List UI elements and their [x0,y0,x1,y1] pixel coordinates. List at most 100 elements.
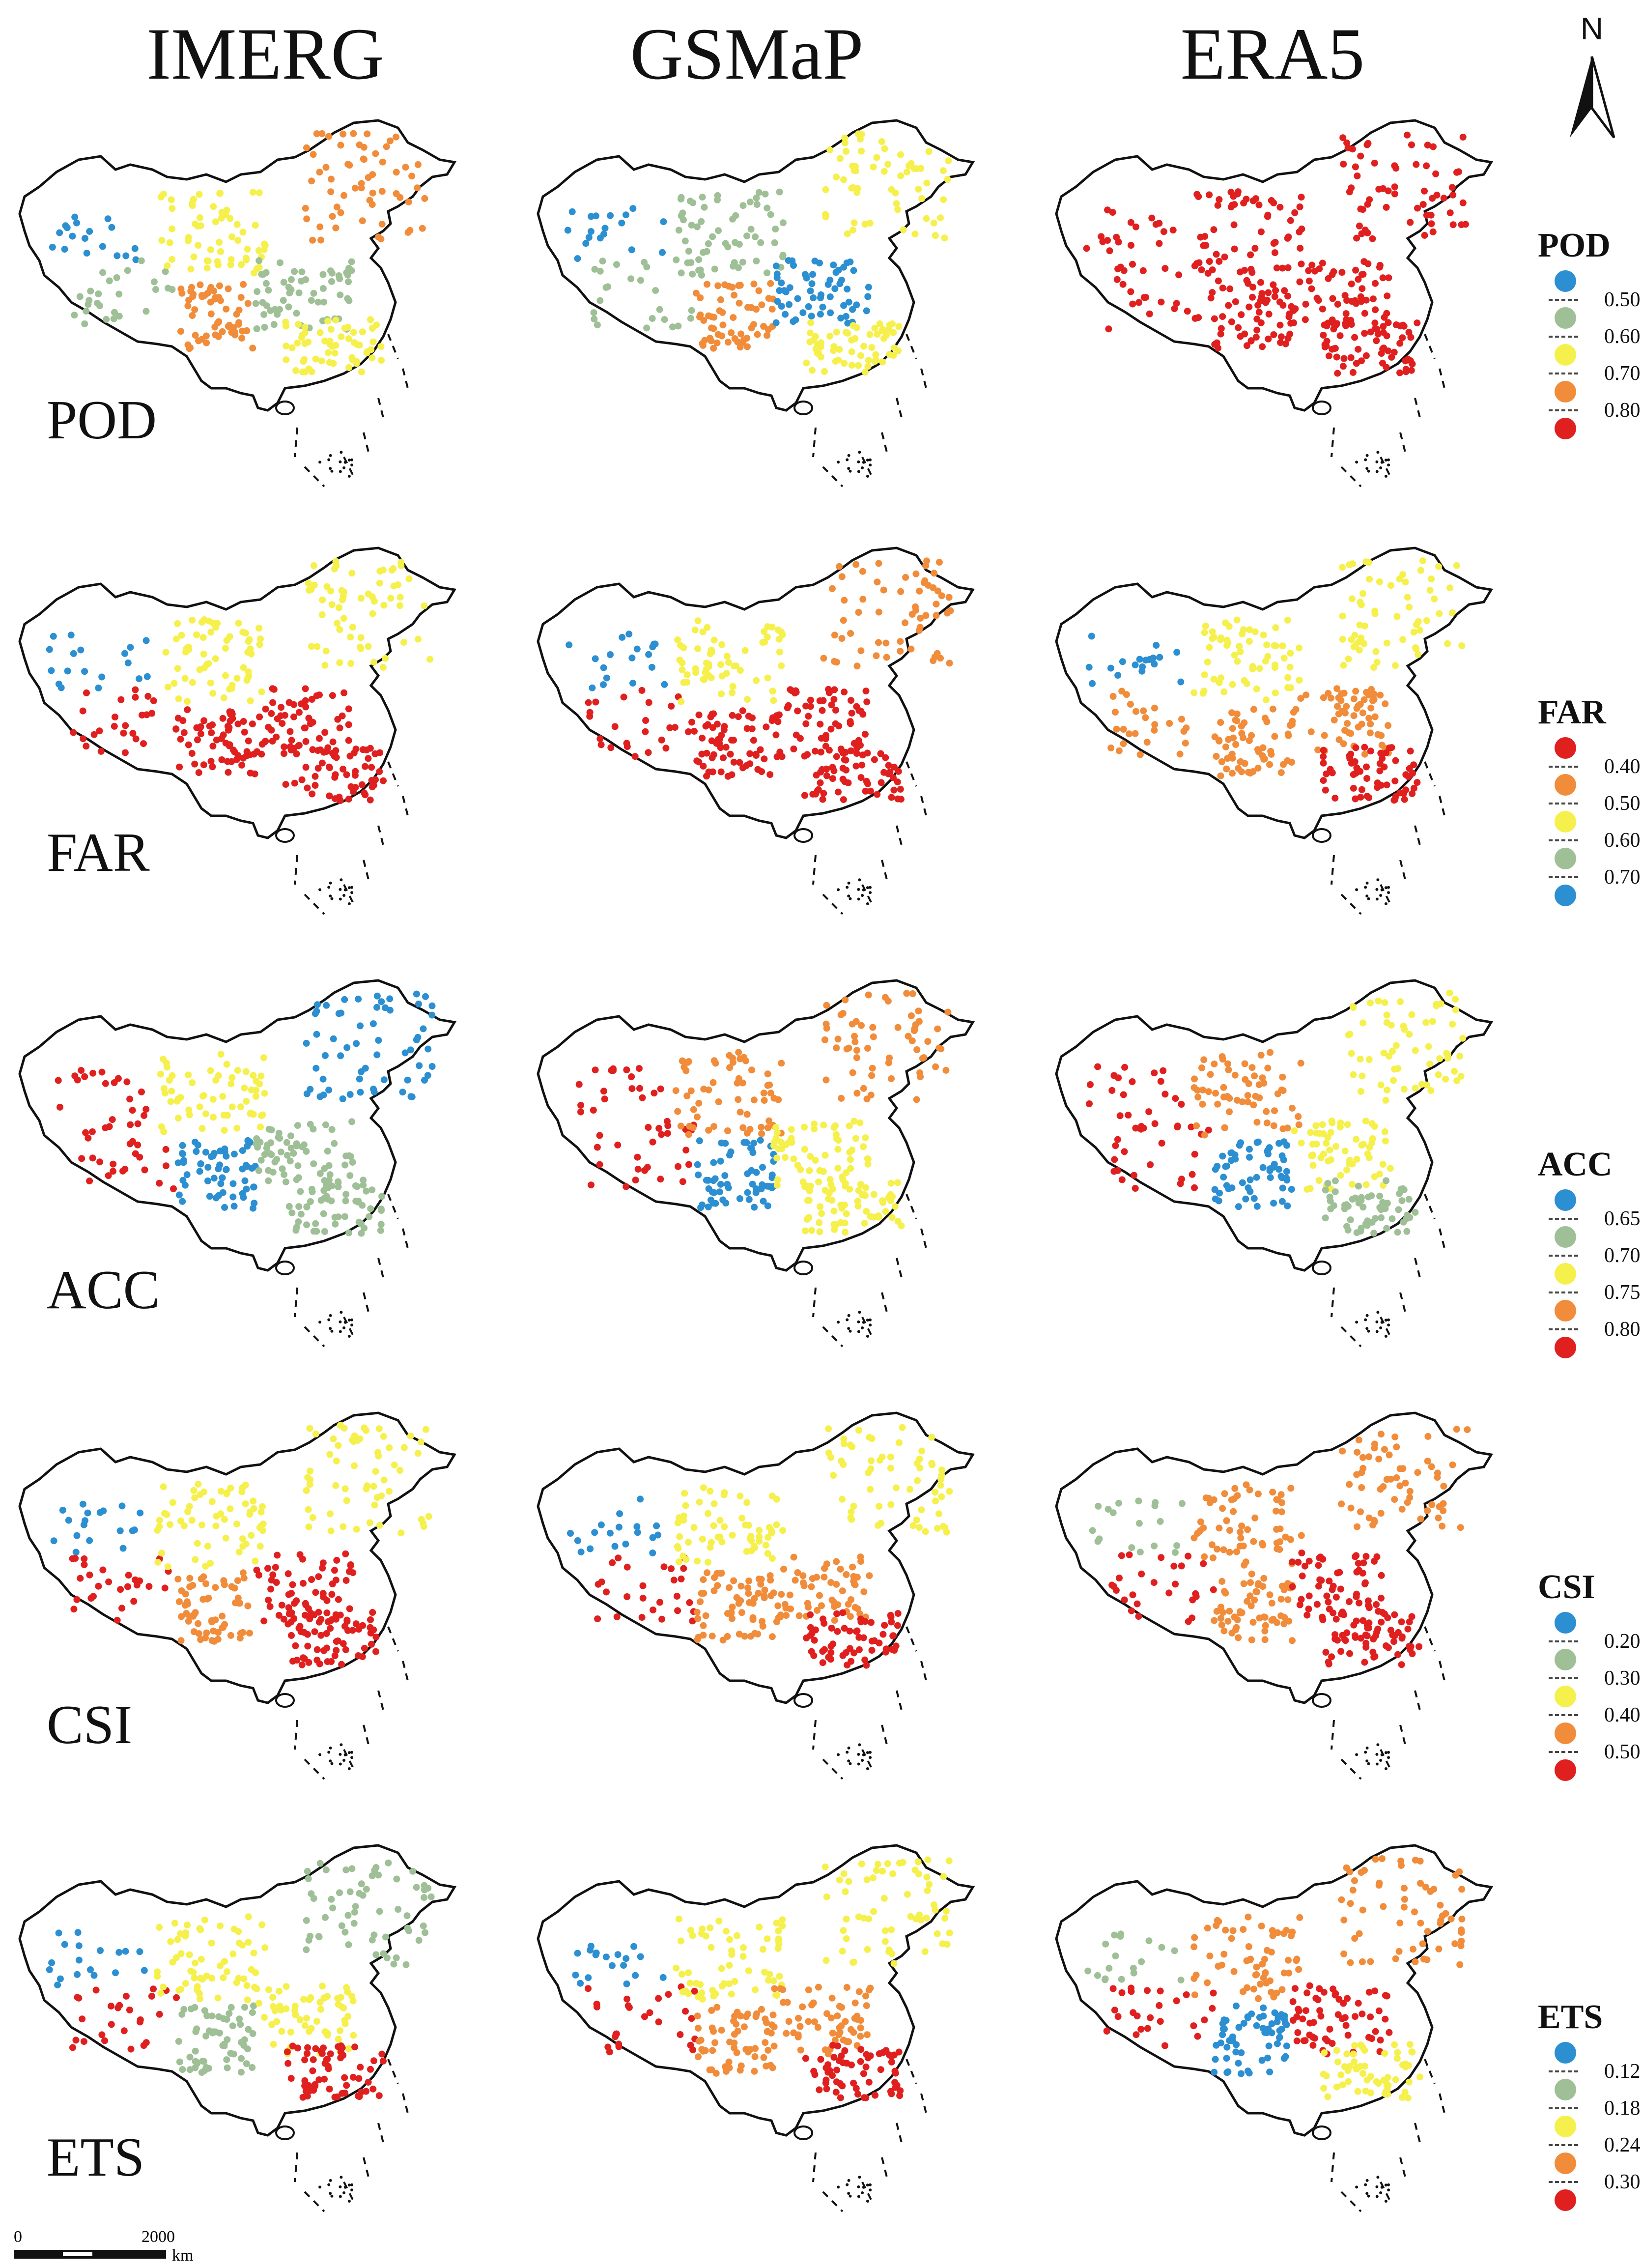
station-dot [198,1522,205,1528]
island [849,470,852,473]
station-dot [1347,317,1354,324]
station-dot [700,1632,707,1638]
station-dot [82,1129,89,1136]
station-dot [244,1996,251,2003]
station-dot [793,688,799,694]
station-dot [334,620,340,627]
station-dot [1156,220,1162,227]
station-dot [770,1589,777,1596]
station-dot [341,996,348,1003]
station-dot [332,795,339,802]
station-dot [1302,301,1309,308]
station-dot [684,259,691,266]
station-dot [1225,302,1232,309]
station-dot [808,1583,815,1590]
station-dot [1342,710,1349,717]
island [857,2195,860,2198]
station-dot [376,568,383,574]
station-dot [1349,560,1356,567]
station-dot [868,344,875,351]
station-dot [1381,1050,1387,1057]
station-dot [1138,668,1145,675]
station-dot [1272,249,1278,256]
station-dot [1387,582,1394,589]
station-dot [341,1213,348,1220]
station-dot [132,1150,139,1157]
station-dot [857,352,864,359]
station-dot [1361,310,1368,317]
station-dot [197,282,204,288]
station-dot [831,632,838,638]
station-dot [381,1076,388,1083]
station-dot [307,1198,314,1205]
station-dot [314,1001,321,1008]
station-dot [253,1078,260,1085]
station-dot [790,746,797,752]
station-dot [1287,217,1294,224]
station-dot [1346,1160,1353,1167]
station-dot [618,220,625,227]
station-dot [1244,1598,1250,1605]
station-dot [758,1124,764,1131]
station-dot [189,1517,196,1524]
station-dot [1343,310,1350,317]
station-dot [70,650,77,657]
station-dot [365,755,371,762]
station-dot [888,1180,895,1187]
station-dot [765,295,772,302]
station-dot [767,1090,774,1096]
station-dot [263,1145,270,1151]
station-dot [1328,695,1334,702]
station-dot [415,636,422,643]
station-dot [335,1442,341,1449]
station-dot [731,292,737,299]
station-dot [336,626,343,633]
station-dot [416,1937,423,1944]
station-dot [912,571,919,577]
station-dot [806,1167,813,1174]
station-dot [301,724,308,731]
station-dot [1441,195,1447,201]
station-dot [926,148,933,155]
station-dot [327,588,334,595]
island [1376,898,1379,901]
station-dot [753,677,760,684]
station-dot [345,705,352,712]
station-dot [1156,240,1162,247]
station-dot [213,1513,220,1520]
island [318,1753,321,1756]
station-dot [196,1630,202,1637]
station-dot [1320,747,1327,754]
station-dot [1232,298,1239,305]
station-dot [1378,1082,1385,1089]
station-dot [1120,281,1127,288]
station-dot [68,632,75,638]
station-dot [192,2048,199,2055]
station-dot [1216,1190,1223,1197]
station-dot [1297,245,1303,252]
station-dot [1278,333,1285,340]
station-dot [1151,727,1158,734]
station-dot [328,1658,335,1665]
island [340,2176,342,2179]
station-dot [567,1530,574,1537]
station-dot [196,191,203,198]
station-dot [373,1051,380,1058]
station-dot [1285,731,1292,738]
station-dot [862,1993,869,2000]
station-dot [345,364,352,371]
station-dot [313,1031,320,1038]
station-dot [1191,1075,1198,1082]
station-dot [743,335,750,342]
station-dot [1156,654,1163,661]
station-dot [594,1615,601,1622]
station-dot [265,1177,272,1184]
station-dot [284,1621,291,1628]
station-dot [1380,323,1387,330]
station-dot [273,2018,280,2025]
station-dot [1178,1101,1185,1108]
station-dot [337,291,343,298]
station-dot [320,271,327,278]
station-dot [367,316,374,323]
station-dot [85,1510,91,1517]
